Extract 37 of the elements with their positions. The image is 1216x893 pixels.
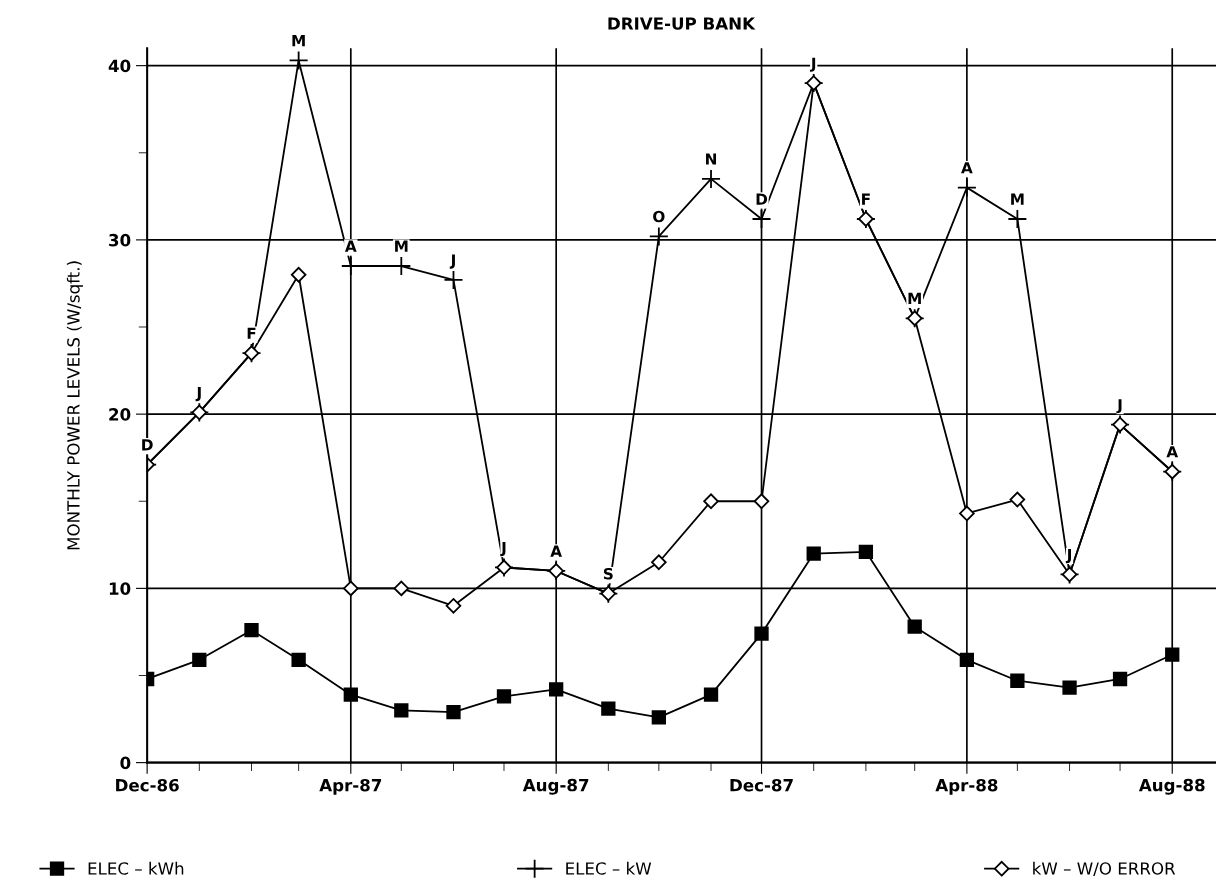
annotation: M xyxy=(395,240,408,252)
annotation: M xyxy=(908,292,921,305)
y-tick-label: 10 xyxy=(109,582,131,595)
annotation: M xyxy=(292,34,305,47)
annotation: O xyxy=(653,210,665,223)
annotation: J xyxy=(1065,549,1071,564)
annotation: J xyxy=(195,386,201,402)
annotation: F xyxy=(247,327,256,339)
annotation: M xyxy=(1011,193,1024,205)
chart-title: DRIVE-UP BANK xyxy=(608,17,756,30)
annotation: J xyxy=(810,57,816,72)
annotation: F xyxy=(862,193,870,205)
x-tick-label: Dec-86 xyxy=(116,778,179,792)
legend-label: kW – W/O ERROR xyxy=(1033,861,1176,877)
y-tick-label: 40 xyxy=(108,59,131,73)
x-tick-label: Apr-87 xyxy=(319,778,382,795)
x-tick-label: Aug-87 xyxy=(522,778,589,795)
annotation: J xyxy=(500,542,506,557)
legend-label: ELEC – kWh xyxy=(88,861,184,875)
annotation: A xyxy=(1166,446,1179,458)
legend-label: ELEC – kW xyxy=(566,861,652,875)
annotation: N xyxy=(706,153,717,165)
x-tick-label: Dec-87 xyxy=(730,778,793,792)
annotation: D xyxy=(142,439,153,451)
annotation: D xyxy=(756,193,768,205)
y-axis-title: MONTHLY POWER LEVELS (W/sqft.) xyxy=(66,261,83,550)
y-tick-label: 30 xyxy=(109,233,131,247)
annotation: J xyxy=(449,254,455,269)
y-tick-label: 0 xyxy=(120,756,131,770)
x-tick-label: Aug-88 xyxy=(1138,778,1205,795)
annotation: S xyxy=(603,567,613,580)
x-tick-label: Apr-88 xyxy=(935,778,998,795)
annotation: A xyxy=(550,545,562,557)
annotation: A xyxy=(344,240,357,252)
annotation: J xyxy=(1116,399,1122,414)
y-tick-label: 20 xyxy=(109,408,131,421)
annotation: A xyxy=(961,162,973,174)
